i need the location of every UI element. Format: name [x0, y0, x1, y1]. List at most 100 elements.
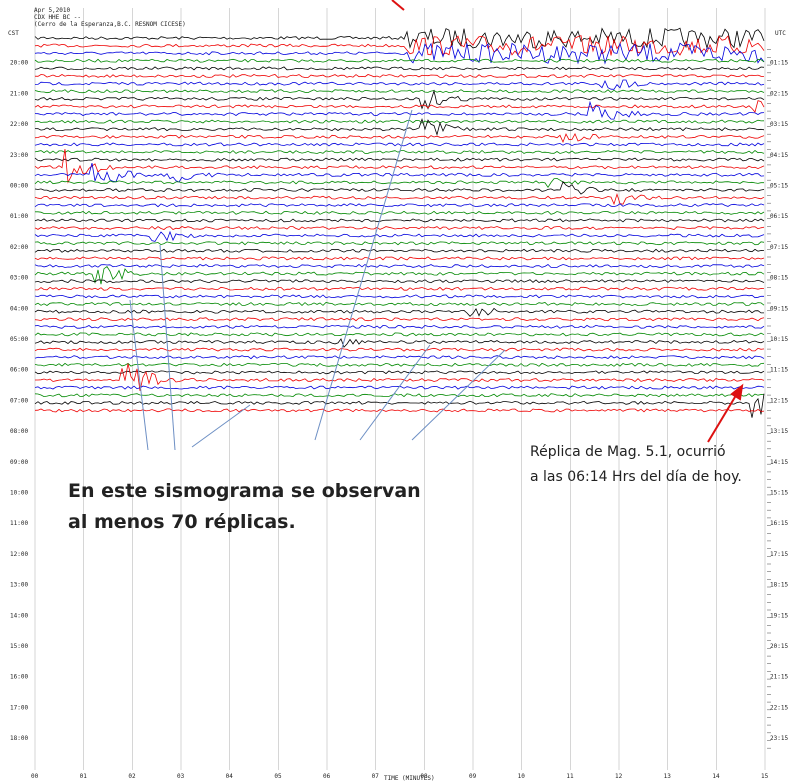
right-time: 23:15: [770, 735, 788, 742]
left-time: 14:00: [10, 612, 28, 619]
minute-label: 04: [226, 773, 234, 780]
trace: [34, 362, 765, 367]
minute-label: 12: [615, 773, 623, 780]
minute-label: 01: [80, 773, 88, 780]
trace: [34, 317, 765, 322]
trace: [34, 338, 765, 348]
trace: [34, 294, 764, 299]
pointer-arrows: [129, 109, 506, 451]
right-time: 04:15: [770, 152, 788, 159]
minute-label: 14: [712, 773, 720, 780]
right-time: 19:15: [770, 612, 788, 619]
trace: [34, 157, 765, 162]
trace: [34, 89, 765, 94]
minute-label: 05: [274, 773, 282, 780]
trace: [34, 263, 765, 268]
left-time: 17:00: [10, 704, 28, 711]
right-time: 06:15: [770, 213, 788, 220]
header-line: Apr 5,2010: [34, 7, 71, 14]
trace: [34, 203, 765, 208]
right-time: 18:15: [770, 582, 788, 589]
left-time: 04:00: [10, 305, 28, 312]
right-time: 17:15: [770, 551, 788, 558]
left-time: 23:00: [10, 152, 28, 159]
trace: [34, 302, 765, 306]
trace: [34, 355, 765, 360]
trace: [34, 408, 765, 413]
trace: [34, 162, 765, 183]
trace: [34, 27, 765, 50]
right-time: 07:15: [770, 244, 788, 251]
left-time: 20:00: [10, 60, 28, 67]
left-time: 03:00: [10, 275, 28, 282]
minute-label: 08: [420, 773, 428, 780]
right-time: 13:15: [770, 428, 788, 435]
left-time: 09:00: [10, 459, 28, 466]
trace: [34, 149, 765, 184]
trace: [34, 266, 765, 285]
right-time: 10:15: [770, 336, 788, 343]
right-time: 22:15: [770, 704, 788, 711]
trace: [34, 256, 765, 261]
left-time: 13:00: [10, 582, 28, 589]
minute-label: 07: [372, 773, 380, 780]
trace: [34, 225, 765, 230]
trace: [34, 79, 765, 90]
left-time: 06:00: [10, 367, 28, 374]
trace: [34, 370, 765, 375]
trace: [34, 347, 765, 352]
trace: [34, 74, 765, 78]
trace: [35, 286, 765, 291]
trace: [34, 118, 765, 137]
trace: [35, 363, 765, 391]
right-time: 01:15: [770, 60, 788, 67]
trace: [34, 393, 765, 398]
right-time: 14:15: [770, 459, 788, 466]
left-time: 07:00: [10, 397, 28, 404]
trace: [34, 230, 765, 242]
left-time: 00:00: [10, 183, 28, 190]
trace: [34, 66, 765, 71]
replica-arrow: [391, 0, 744, 443]
trace: [34, 89, 765, 110]
x-axis-label: TIME (MINUTES): [384, 775, 435, 782]
trace: [34, 177, 764, 189]
trace: [34, 324, 765, 329]
right-time: 16:15: [770, 520, 788, 527]
trace: [34, 100, 765, 113]
left-time: 10:00: [10, 490, 28, 497]
trace: [34, 132, 765, 144]
trace: [34, 393, 765, 418]
right-time: 15:15: [770, 490, 788, 497]
left-time: 02:00: [10, 244, 28, 251]
header-line: CDX HHE BC --: [34, 14, 81, 21]
right-time: 03:15: [770, 121, 788, 128]
minute-label: 15: [761, 773, 769, 780]
trace: [34, 119, 765, 124]
right-time: 12:15: [770, 397, 788, 404]
right-time: 11:15: [770, 367, 788, 374]
minute-label: 02: [128, 773, 136, 780]
minute-label: 06: [323, 773, 331, 780]
trace: [34, 307, 764, 317]
left-time: 12:00: [10, 551, 28, 558]
trace: [34, 241, 765, 246]
trace: [34, 279, 765, 284]
right-time: 20:15: [770, 643, 788, 650]
trace: [34, 181, 765, 195]
trace: [34, 332, 765, 337]
left-time: 05:00: [10, 336, 28, 343]
right-time: 08:15: [770, 275, 788, 282]
right-time: 02:15: [770, 90, 788, 97]
trace: [34, 192, 765, 206]
annotation: Réplica de Mag. 5.1, ocurrió: [530, 444, 726, 460]
left-time: 15:00: [10, 643, 28, 650]
trace: [34, 100, 765, 120]
right-time: 21:15: [770, 674, 788, 681]
header-line: (Cerro de la Esperanza,B.C. RESNOM CICES…: [34, 21, 186, 28]
left-time: 08:00: [10, 428, 28, 435]
trace: [34, 142, 765, 147]
trace: [34, 218, 765, 223]
